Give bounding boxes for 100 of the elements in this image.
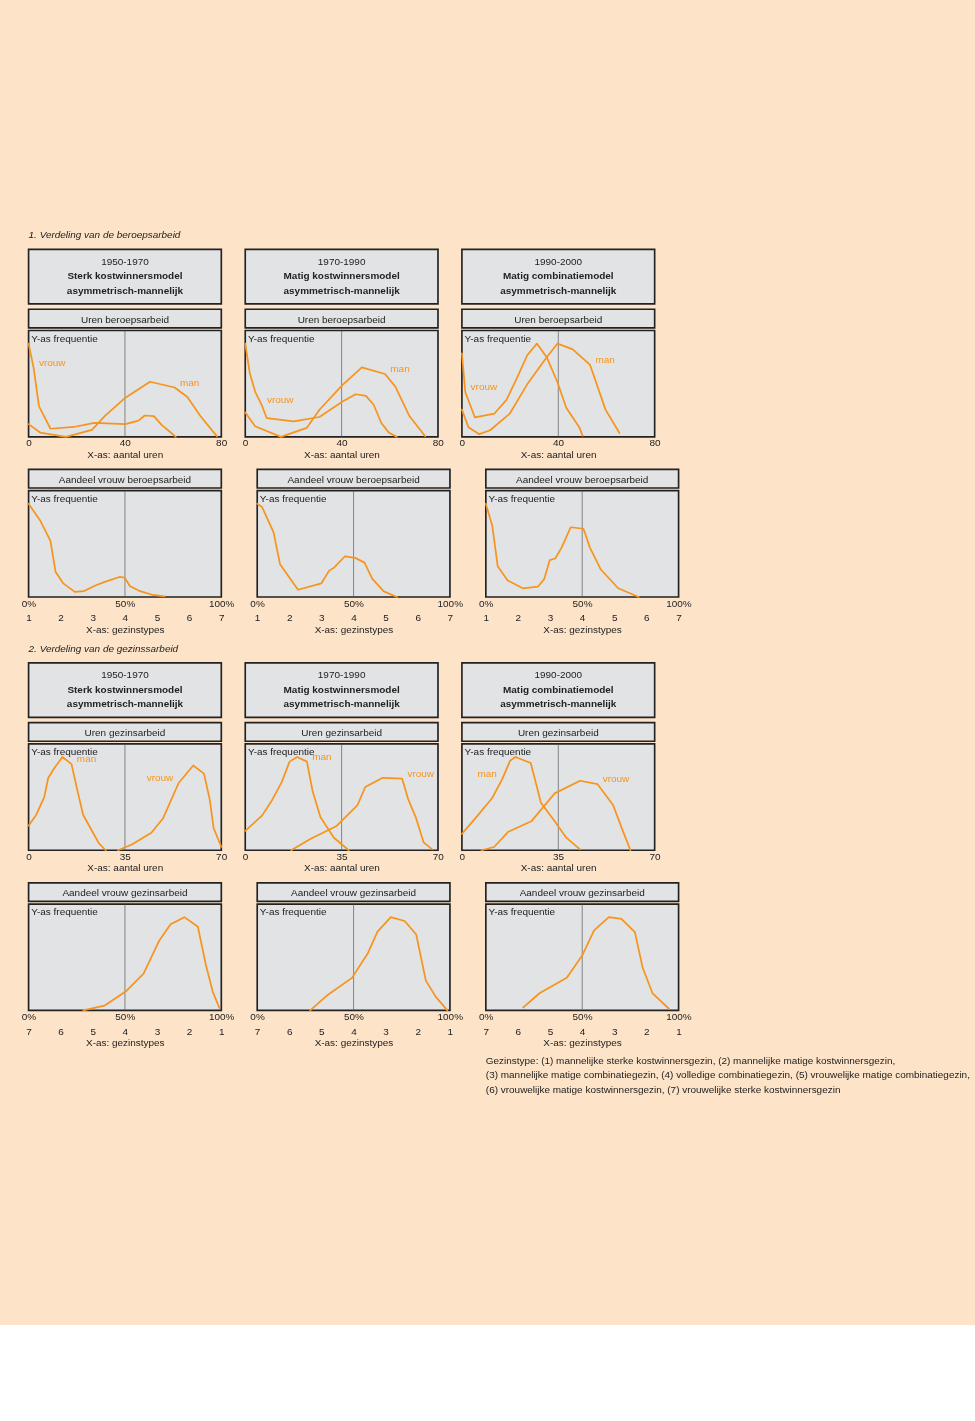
- x-axis-title: X-as: aantal uren: [304, 862, 380, 874]
- x2-tick-label: 50%: [343, 1011, 365, 1023]
- y-axis-title: Y-as frequentie: [259, 492, 327, 504]
- x-tick-label: 3: [383, 1025, 390, 1037]
- x-tick-label: 0: [459, 437, 466, 449]
- x-tick-label: 2: [515, 612, 522, 624]
- x-axis-title: X-as: gezinstypes: [543, 1036, 622, 1048]
- x-tick-label: 0: [26, 850, 33, 862]
- x-tick-label: 4: [351, 612, 358, 624]
- x-tick-label: 2: [186, 1025, 193, 1037]
- annotation: man: [390, 363, 410, 374]
- x-tick-label: 6: [515, 1025, 522, 1037]
- x-tick-label: 2: [58, 612, 65, 624]
- annotation: vrouw: [470, 381, 498, 393]
- chart-subtitle: 1970-1990 Matig kostwinnersmodel asymmetrisch-mannelijk: [283, 255, 401, 296]
- x2-tick-label: 100%: [437, 1011, 464, 1023]
- x2-tick-label: 100%: [666, 597, 692, 609]
- chart-title: Aandeel vrouw beroepsarbeid: [287, 473, 420, 485]
- x-tick-label: 80: [216, 437, 228, 449]
- x-tick-label: 7: [447, 612, 454, 624]
- x-tick-label: 4: [579, 1025, 586, 1037]
- x-tick-label: 1: [254, 612, 261, 624]
- x-tick-label: 5: [383, 612, 390, 624]
- y-axis-title: Y-as frequentie: [247, 746, 315, 758]
- x-tick-label: 6: [644, 612, 651, 624]
- x-tick-label: 7: [218, 612, 225, 624]
- chart-title: Uren gezinsarbeid: [301, 726, 383, 738]
- x-tick-label: 70: [432, 850, 445, 862]
- x-tick-label: 3: [611, 1025, 618, 1037]
- x-tick-label: 5: [154, 612, 161, 624]
- x2-tick-label: 0%: [478, 597, 494, 609]
- x-tick-label: 4: [579, 612, 586, 624]
- y-axis-title: Y-as frequentie: [464, 746, 532, 758]
- x-axis-title: X-as: aantal uren: [304, 448, 380, 460]
- x-tick-label: 1: [218, 1025, 225, 1037]
- x-axis-title: X-as: aantal uren: [520, 448, 597, 460]
- y-axis-title: Y-as frequentie: [31, 332, 99, 344]
- x-tick-label: 5: [611, 612, 618, 624]
- x-axis-title: X-as: gezinstypes: [314, 1036, 394, 1048]
- x-tick-label: 1: [447, 1025, 454, 1037]
- text: (3) mannelijke matige combinatiegezin, (4) volledige combinatiegezin, (5) vrouwelijke matige combinatiegezin,: [485, 1069, 970, 1081]
- annotation: vrouw: [407, 767, 435, 779]
- y-axis-title: Y-as frequentie: [31, 746, 99, 758]
- x-axis-title: X-as: gezinstypes: [314, 623, 394, 635]
- y-axis-title: Y-as frequentie: [259, 906, 327, 918]
- x2-tick-label: 50%: [115, 597, 136, 609]
- annotation: vrouw: [38, 356, 67, 368]
- x-tick-label: 6: [415, 612, 422, 624]
- chart-title: Aandeel vrouw beroepsarbeid: [58, 473, 192, 485]
- x-tick-label: 7: [483, 1025, 490, 1037]
- annotation: vrouw: [266, 393, 295, 405]
- x-tick-label: 7: [676, 612, 683, 624]
- x-tick-label: 35: [553, 850, 565, 862]
- x-tick-label: 3: [90, 612, 97, 624]
- x-axis-title: X-as: gezinstypes: [86, 1036, 165, 1048]
- text: 2. Verdeling van de gezinssarbeid: [27, 642, 179, 654]
- chart-title: Aandeel vrouw gezinsarbeid: [291, 887, 417, 899]
- x-tick-label: 6: [58, 1025, 65, 1037]
- chart-subtitle: 1970-1990 Matig kostwinnersmodel asymmetrisch-mannelijk: [283, 669, 401, 710]
- x-tick-label: 40: [553, 437, 565, 449]
- chart-title: Aandeel vrouw beroepsarbeid: [516, 473, 649, 485]
- x-tick-label: 35: [119, 850, 132, 862]
- annotation: man: [477, 768, 497, 780]
- x-axis-title: X-as: aantal uren: [520, 862, 597, 874]
- x-tick-label: 7: [254, 1025, 261, 1037]
- x2-tick-label: 50%: [343, 597, 365, 609]
- x2-tick-label: 100%: [208, 1011, 235, 1023]
- x-tick-label: 4: [122, 1025, 129, 1037]
- y-axis-title: Y-as frequentie: [488, 906, 556, 918]
- x-axis-title: X-as: gezinstypes: [543, 623, 622, 635]
- x2-tick-label: 0%: [21, 1011, 37, 1023]
- x-tick-label: 35: [336, 850, 348, 862]
- annotation: man: [595, 353, 615, 365]
- x-tick-label: 40: [336, 437, 348, 449]
- y-axis-title: Y-as frequentie: [488, 492, 556, 504]
- x-tick-label: 0: [26, 437, 33, 449]
- chart-title: Uren beroepsarbeid: [80, 313, 169, 325]
- annotation: vrouw: [602, 773, 631, 785]
- chart-title: Uren beroepsarbeid: [514, 313, 603, 325]
- x-tick-label: 80: [649, 437, 661, 449]
- x-tick-label: 0: [459, 850, 466, 862]
- annotation: man: [179, 376, 200, 388]
- x-tick-label: 3: [319, 612, 326, 624]
- text: Gezinstype: (1) mannelijke sterke kostwinnersgezin, (2) mannelijke matige kostwinnersgezin,: [485, 1054, 896, 1066]
- x2-tick-label: 0%: [478, 1011, 494, 1023]
- x2-tick-label: 100%: [437, 597, 464, 609]
- x2-tick-label: 50%: [572, 1011, 593, 1023]
- x-tick-label: 40: [119, 437, 132, 449]
- y-axis-title: Y-as frequentie: [31, 492, 99, 504]
- x-tick-label: 0: [242, 850, 249, 862]
- x-tick-label: 7: [26, 1025, 33, 1037]
- x-tick-label: 5: [90, 1025, 97, 1037]
- x-tick-label: 70: [216, 850, 228, 862]
- x-tick-label: 6: [186, 612, 193, 624]
- x-tick-label: 2: [286, 612, 293, 624]
- chart-title: Uren gezinsarbeid: [517, 726, 599, 738]
- chart-title: Aandeel vrouw gezinsarbeid: [519, 887, 645, 899]
- x-axis-title: X-as: aantal uren: [87, 862, 164, 874]
- x-tick-label: 4: [122, 612, 129, 624]
- annotation: vrouw: [146, 772, 175, 784]
